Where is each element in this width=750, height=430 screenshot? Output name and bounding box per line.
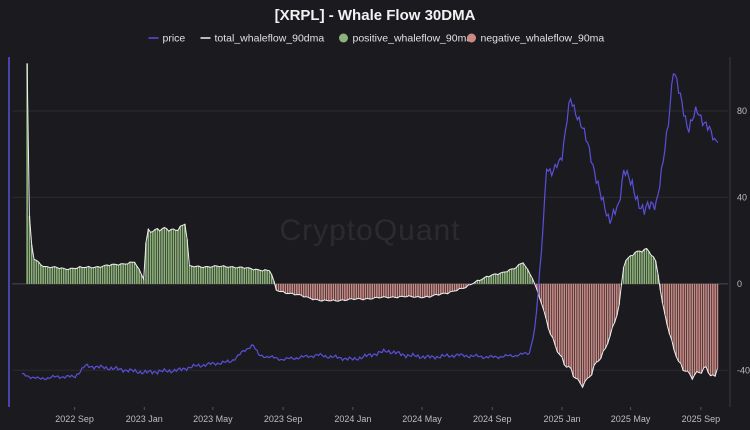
x-tick-label: 2023 May bbox=[193, 414, 233, 424]
chart-title: [XRPL] - Whale Flow 30DMA bbox=[275, 7, 476, 24]
x-tick-label: 2025 Jan bbox=[543, 414, 580, 424]
x-tick-labels: 2022 Sep 2023 Jan 2023 May 2023 Sep 2024 Jan… bbox=[55, 407, 720, 424]
watermark: CryptoQuant bbox=[279, 214, 460, 247]
legend-item-positive-whaleflow-90ma[interactable]: positive_whaleflow_90ma bbox=[339, 33, 472, 45]
y-tick-label: -40 bbox=[737, 365, 750, 375]
x-tick-label: 2025 Sep bbox=[682, 414, 721, 424]
legend-item-price[interactable]: price bbox=[148, 33, 186, 45]
total-whaleflow-line bbox=[26, 63, 718, 389]
legend-swatch-dot bbox=[339, 33, 348, 43]
price-line bbox=[21, 73, 719, 381]
x-tick-label: 2023 Sep bbox=[264, 414, 303, 424]
x-tick-label: 2025 May bbox=[611, 414, 651, 424]
y-tick-label: 80 bbox=[737, 106, 747, 116]
x-tick-label: 2023 Jan bbox=[126, 414, 163, 424]
x-tick-label: 2024 Sep bbox=[473, 414, 512, 424]
x-tick-label: 2022 Sep bbox=[55, 414, 94, 424]
legend-swatch-dot bbox=[467, 33, 476, 43]
legend-item-total-whaleflow-90dma[interactable]: total_whaleflow_90dma bbox=[200, 33, 325, 45]
y-tick-labels: 80 40 0 -40 bbox=[737, 106, 750, 375]
legend-label: price bbox=[163, 33, 186, 45]
x-tick-label: 2024 May bbox=[402, 414, 442, 424]
legend-label: negative_whaleflow_90ma bbox=[481, 33, 605, 45]
x-tick-label: 2024 Jan bbox=[334, 414, 371, 424]
legend-label: positive_whaleflow_90ma bbox=[353, 33, 473, 45]
legend-item-negative-whaleflow-90ma[interactable]: negative_whaleflow_90ma bbox=[467, 33, 604, 45]
y-tick-label: 40 bbox=[737, 192, 747, 202]
legend-label: total_whaleflow_90dma bbox=[215, 33, 325, 45]
y-tick-label: 0 bbox=[737, 279, 742, 289]
whaleflow-bars bbox=[26, 63, 719, 388]
legend: price total_whaleflow_90dma positive_whale… bbox=[148, 33, 604, 45]
